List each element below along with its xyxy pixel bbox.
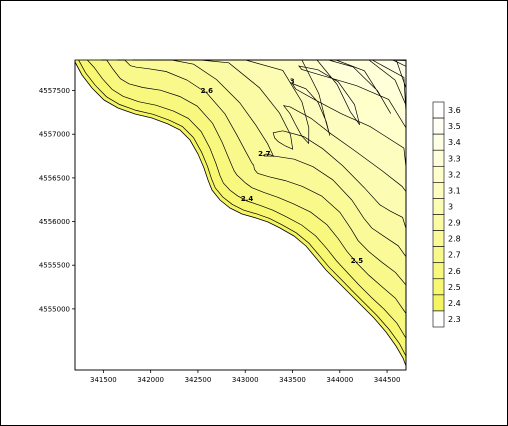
legend-swatch: [432, 149, 445, 167]
legend-swatch: [432, 214, 445, 231]
y-axis: 4557500 4557000 4556500 4556000 4555500 45550…: [39, 87, 75, 313]
contour-line-2.3: [78, 59, 407, 365]
legend-label: 3.5: [448, 122, 461, 131]
color-legend: 3.6 3.5 3.4 3.3 3.2 3.1 3 2.9 2.8 2.7 2.6 2.5 2.4 2.3: [432, 101, 461, 328]
y-tick-label: 4556000: [39, 218, 70, 226]
x-tick-label: 342000: [137, 376, 164, 384]
legend-swatch: [432, 278, 445, 296]
legend-label: 2.4: [448, 299, 461, 308]
y-tick-label: 4555000: [39, 305, 70, 313]
legend-label: 2.3: [448, 315, 461, 324]
x-tick-label: 344000: [326, 376, 353, 384]
legend-label: 2.8: [448, 235, 461, 244]
contour-label: 2.4: [241, 195, 254, 203]
plot-border: [74, 59, 407, 371]
legend-swatch: [432, 230, 445, 247]
legend-label: 3.3: [448, 154, 461, 163]
y-tick-label: 4555500: [39, 262, 70, 270]
y-tick-label: 4557500: [39, 87, 70, 95]
legend-label: 2.6: [448, 267, 461, 276]
legend-label: 2.7: [448, 251, 461, 260]
contour-labels: 2.4 2.5 2.6 2.7 3: [201, 78, 364, 266]
legend-swatch: [432, 246, 445, 264]
legend-swatch: [432, 117, 445, 135]
legend-label: 3.1: [448, 186, 461, 195]
x-tick-label: 343500: [279, 376, 306, 384]
x-tick-label: 341500: [90, 376, 117, 384]
contour-label: 2.7: [258, 150, 271, 158]
legend-label: 3.6: [448, 106, 461, 115]
legend-swatch: [432, 294, 445, 312]
legend-swatch: [432, 133, 445, 151]
legend-label: 2.5: [448, 283, 461, 292]
contour-label: 3: [290, 78, 295, 86]
x-axis: 341500 342000 342500 343000 343500 344000 3445…: [90, 370, 400, 384]
contour-line-2.6: [117, 59, 407, 351]
x-tick-label: 344500: [374, 376, 401, 384]
coastline-boundary: [74, 60, 407, 371]
y-tick-label: 4556500: [39, 174, 70, 182]
contour-line-2.4: [87, 59, 407, 362]
legend-swatch: [432, 101, 445, 119]
legend-swatch: [432, 262, 445, 280]
legend-swatch: [432, 165, 445, 183]
y-tick-label: 4557000: [39, 131, 70, 139]
legend-swatch: [432, 182, 445, 199]
legend-label: 3.2: [448, 170, 461, 179]
legend-label: 2.9: [448, 219, 461, 228]
x-tick-label: 343000: [232, 376, 259, 384]
legend-label: 3.4: [448, 138, 461, 147]
legend-swatch: [432, 310, 445, 328]
contour-label: 2.6: [201, 87, 214, 95]
contour-line-2.5: [101, 59, 407, 357]
contour-label: 2.5: [351, 257, 364, 265]
legend-swatch: [432, 198, 445, 215]
x-tick-label: 342500: [185, 376, 212, 384]
legend-label: 3: [448, 202, 453, 211]
